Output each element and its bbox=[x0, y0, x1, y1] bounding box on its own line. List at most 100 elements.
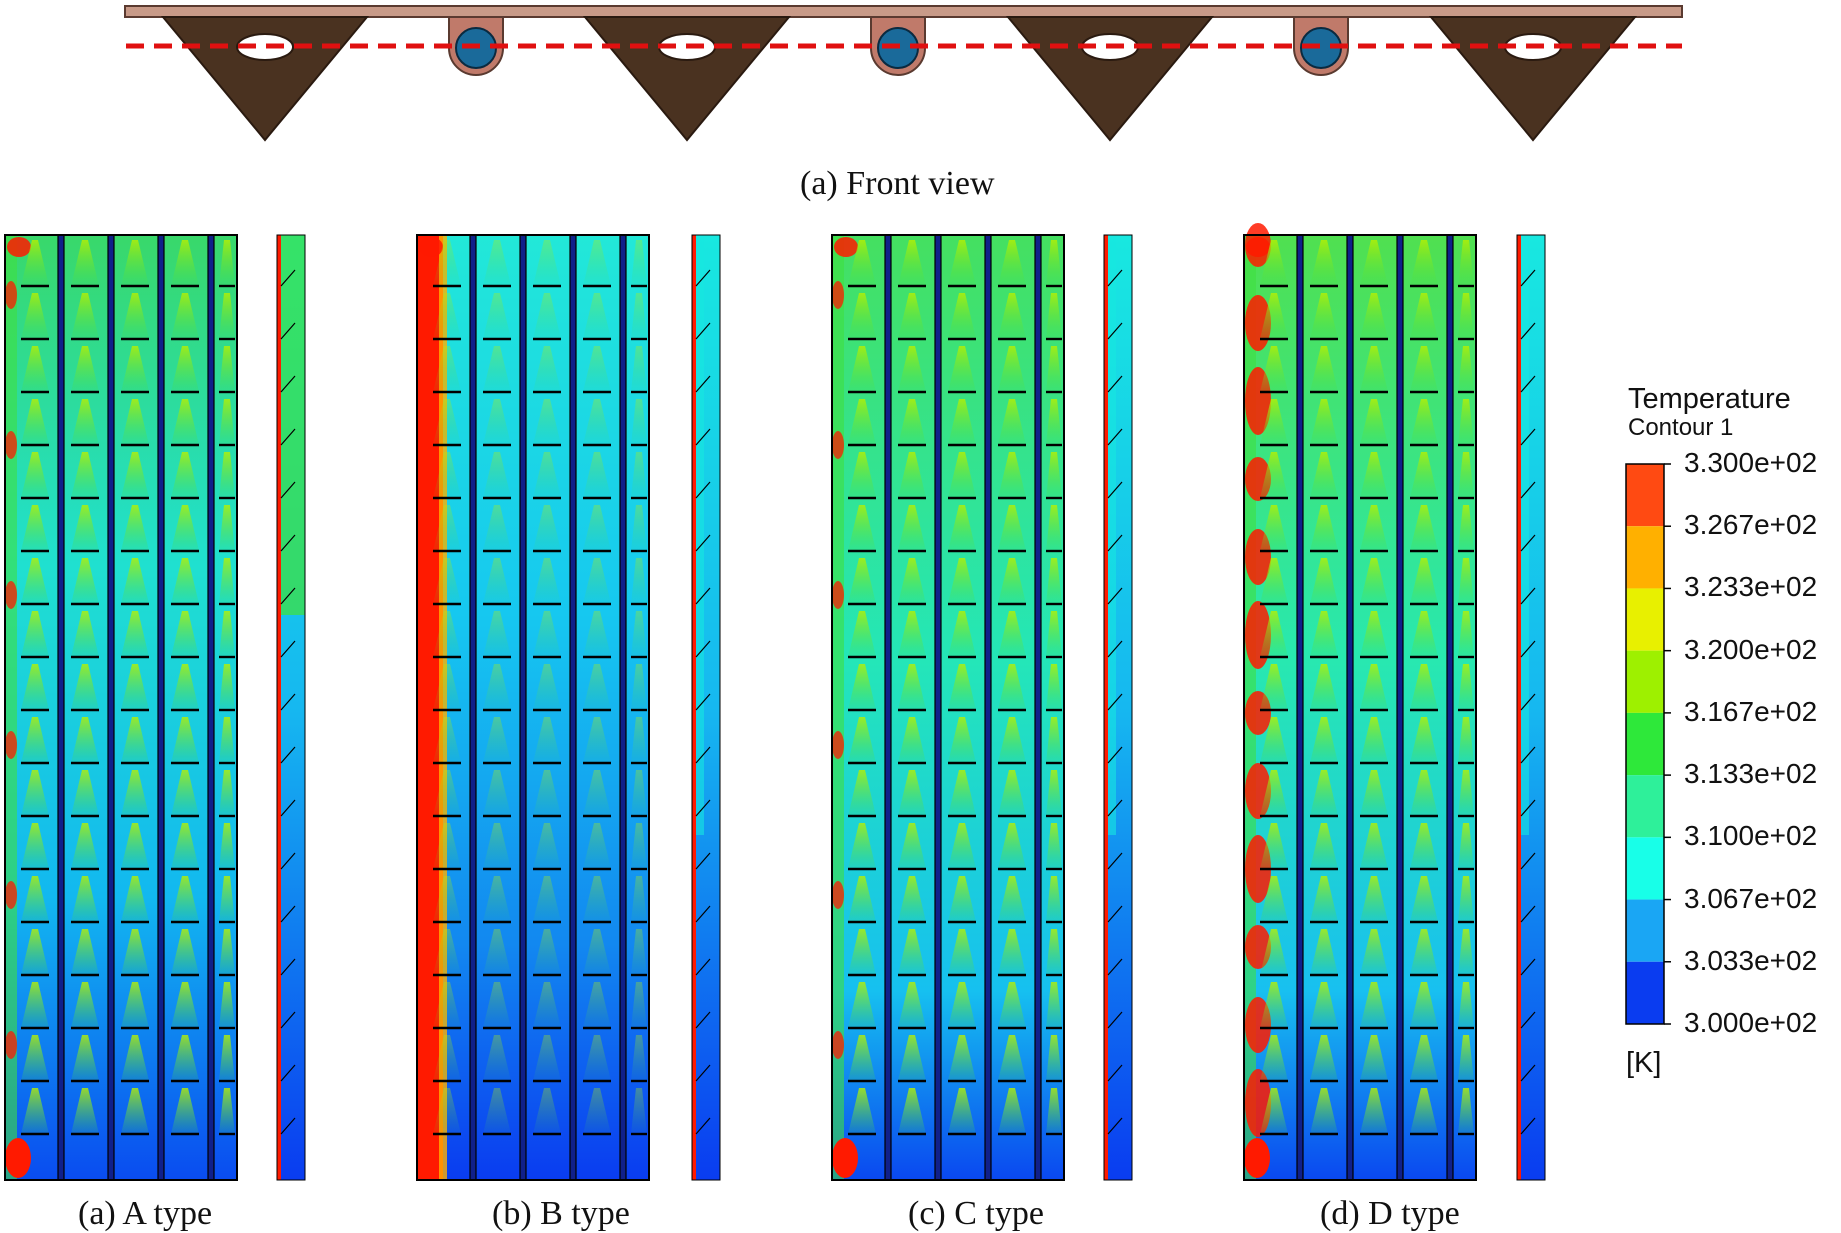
thermal-plume bbox=[171, 1035, 199, 1081]
thermal-plume bbox=[631, 664, 647, 710]
thermal-plume bbox=[583, 293, 611, 339]
thermal-plume bbox=[1310, 717, 1338, 763]
thermal-plume bbox=[1310, 664, 1338, 710]
thermal-plume bbox=[171, 558, 199, 604]
thermal-plume bbox=[1360, 505, 1388, 551]
thermal-plume bbox=[583, 1035, 611, 1081]
side-hot-edge bbox=[277, 235, 281, 1180]
vertical-tube bbox=[570, 235, 576, 1180]
thermal-plume bbox=[21, 452, 49, 498]
thermal-plume bbox=[483, 770, 511, 816]
thermal-plume bbox=[1360, 346, 1388, 392]
thermal-plume bbox=[1410, 399, 1438, 445]
thermal-plume bbox=[21, 558, 49, 604]
top-hot-spot bbox=[419, 237, 443, 257]
thermal-plume bbox=[219, 1035, 235, 1081]
thermal-plume bbox=[898, 1088, 926, 1134]
thermal-plume bbox=[998, 929, 1026, 975]
thermal-plume bbox=[1046, 240, 1062, 286]
thermal-plume bbox=[583, 929, 611, 975]
thermal-plume bbox=[71, 452, 99, 498]
thermal-plume bbox=[219, 823, 235, 869]
thermal-plume bbox=[898, 505, 926, 551]
thermal-plume bbox=[948, 770, 976, 816]
thermal-plume bbox=[171, 876, 199, 922]
legend-label: 3.033e+02 bbox=[1684, 944, 1818, 976]
side-fin-marker bbox=[695, 746, 711, 764]
thermal-plume bbox=[171, 452, 199, 498]
colorbar-segment bbox=[1626, 464, 1664, 527]
thermal-plume bbox=[433, 823, 461, 869]
side-fin-marker bbox=[1520, 534, 1536, 552]
thermal-plume bbox=[71, 293, 99, 339]
thermal-plume bbox=[533, 293, 561, 339]
side-view-a bbox=[276, 234, 306, 1181]
thermal-plume bbox=[583, 717, 611, 763]
thermal-plume bbox=[998, 982, 1026, 1028]
thermal-plume bbox=[483, 346, 511, 392]
wall-band bbox=[832, 235, 844, 1180]
caption-b-type: (b) B type bbox=[492, 1195, 630, 1232]
thermal-plume bbox=[631, 293, 647, 339]
thermal-plume bbox=[1046, 558, 1062, 604]
thermal-plume bbox=[1310, 452, 1338, 498]
thermal-plume bbox=[1410, 1088, 1438, 1134]
thermal-plume bbox=[483, 558, 511, 604]
thermal-plume bbox=[898, 664, 926, 710]
thermal-plume bbox=[171, 823, 199, 869]
thermal-plume bbox=[121, 982, 149, 1028]
thermal-plume bbox=[219, 664, 235, 710]
thermal-plume bbox=[1458, 240, 1474, 286]
thermal-plume bbox=[483, 240, 511, 286]
side-fin-marker bbox=[695, 428, 711, 446]
thermal-plume bbox=[1458, 399, 1474, 445]
hot-patch bbox=[5, 1031, 17, 1059]
thermal-plume bbox=[631, 1088, 647, 1134]
thermal-plume bbox=[121, 505, 149, 551]
thermal-plume bbox=[121, 293, 149, 339]
vertical-tube bbox=[885, 235, 891, 1180]
side-fin-marker bbox=[695, 1011, 711, 1029]
colorbar-border bbox=[1625, 463, 1665, 1025]
thermal-plume bbox=[848, 1035, 876, 1081]
thermal-plume bbox=[171, 505, 199, 551]
vertical-tube bbox=[470, 235, 476, 1180]
thermal-plume bbox=[1046, 982, 1062, 1028]
hot-patch bbox=[832, 581, 844, 609]
thermal-plume bbox=[1046, 929, 1062, 975]
thermal-plume bbox=[948, 558, 976, 604]
thermal-plume bbox=[21, 293, 49, 339]
legend-label: 3.267e+02 bbox=[1684, 509, 1818, 541]
thermal-plume bbox=[219, 240, 235, 286]
side-fin-marker bbox=[280, 1011, 296, 1029]
thermal-plume bbox=[483, 823, 511, 869]
thermal-plume bbox=[1260, 505, 1288, 551]
side-view-d bbox=[1516, 234, 1546, 1181]
thermal-plume bbox=[433, 876, 461, 922]
thermal-plume bbox=[998, 558, 1026, 604]
thermal-plume bbox=[1410, 1035, 1438, 1081]
thermal-plume bbox=[433, 240, 461, 286]
bottom-hot-spot bbox=[5, 1138, 31, 1178]
thermal-plume bbox=[533, 452, 561, 498]
thermal-plume bbox=[1458, 293, 1474, 339]
thermal-plume bbox=[998, 346, 1026, 392]
side-fin-marker bbox=[695, 852, 711, 870]
thermal-plume bbox=[848, 1088, 876, 1134]
caption-c-type: (c) C type bbox=[908, 1195, 1044, 1232]
thermal-plume bbox=[1046, 346, 1062, 392]
thermal-plume bbox=[583, 346, 611, 392]
thermal-plume bbox=[1360, 876, 1388, 922]
legend-label: 3.167e+02 bbox=[1684, 695, 1818, 727]
thermal-plume bbox=[1310, 1035, 1338, 1081]
thermal-plume bbox=[1046, 1035, 1062, 1081]
thermal-plume bbox=[1458, 717, 1474, 763]
thermal-plume bbox=[21, 346, 49, 392]
thermal-plume bbox=[483, 505, 511, 551]
thermal-plume bbox=[948, 399, 976, 445]
thermal-plume bbox=[219, 929, 235, 975]
vertical-tube bbox=[620, 235, 626, 1180]
thermal-plume bbox=[71, 558, 99, 604]
side-fin-marker bbox=[1520, 693, 1536, 711]
